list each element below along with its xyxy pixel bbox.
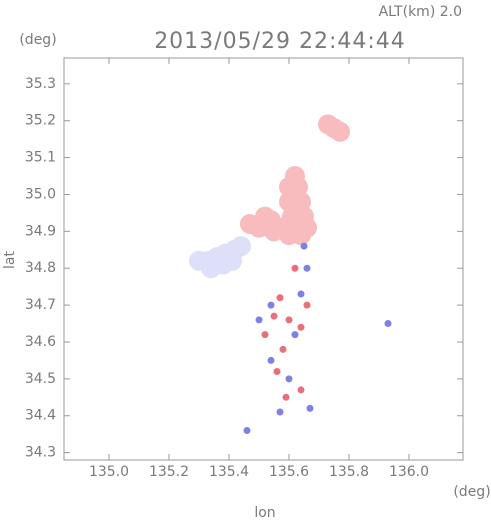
echo-point: [282, 393, 290, 401]
echo-point: [291, 225, 311, 246]
echo-point: [276, 408, 284, 416]
chart-title: 2013/05/29 22:44:44: [154, 29, 406, 54]
echo-point: [240, 213, 260, 234]
y-tick-label: 34.3: [25, 445, 56, 461]
x-tick-label: 135.4: [209, 464, 249, 480]
echo-point: [384, 320, 392, 328]
echo-point: [300, 242, 308, 250]
echo-point: [291, 264, 299, 272]
echo-point: [264, 221, 284, 242]
echo-point: [303, 301, 311, 309]
echo-point: [261, 331, 269, 339]
echo-point: [270, 312, 278, 320]
echo-point: [243, 426, 251, 434]
echo-point: [303, 264, 311, 272]
plot-marks: [189, 114, 392, 434]
plot-frame: [63, 57, 464, 461]
echo-point: [267, 356, 275, 364]
x-unit: (deg): [453, 484, 490, 500]
echo-point: [276, 294, 284, 302]
y-tick-label: 35.1: [25, 150, 56, 166]
y-tick-label: 35.3: [25, 76, 56, 92]
y-axis-label: lat: [2, 251, 18, 269]
x-tick-label: 135.0: [89, 464, 129, 480]
echo-point: [222, 250, 242, 271]
x-tick-label: 136.0: [389, 464, 429, 480]
echo-point: [267, 301, 275, 309]
y-tick-label: 35.0: [25, 186, 56, 202]
echo-point: [330, 121, 350, 142]
altitude-label: ALT(km) 2.0: [379, 4, 462, 20]
echo-point: [297, 323, 305, 331]
y-tick-label: 34.7: [25, 297, 56, 313]
echo-point: [285, 316, 293, 324]
y-tick-label: 34.5: [25, 371, 56, 387]
x-tick-label: 135.8: [329, 464, 369, 480]
echo-point: [297, 386, 305, 394]
echo-point: [297, 290, 305, 298]
echo-point: [306, 404, 314, 412]
y-tick-label: 34.8: [25, 260, 56, 276]
echo-point: [291, 331, 299, 339]
echo-point: [273, 367, 281, 375]
y-unit: (deg): [19, 32, 56, 48]
y-tick-label: 35.2: [25, 113, 56, 129]
echo-point: [279, 345, 287, 353]
echo-point: [255, 316, 263, 324]
x-tick-label: 135.2: [149, 464, 189, 480]
echo-point: [231, 236, 251, 257]
y-tick-label: 34.9: [25, 223, 56, 239]
echo-point: [201, 258, 221, 279]
x-tick-label: 135.6: [269, 464, 309, 480]
x-axis-label: lon: [254, 505, 275, 521]
y-tick-label: 34.4: [25, 408, 56, 424]
echo-point: [285, 375, 293, 383]
y-tick-label: 34.6: [25, 334, 56, 350]
